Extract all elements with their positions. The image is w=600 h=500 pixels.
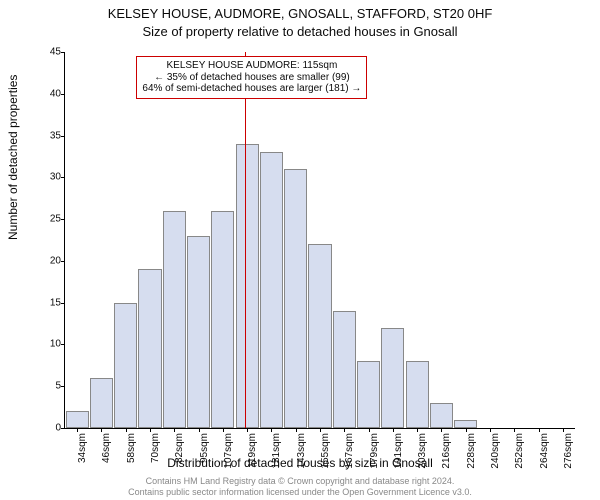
y-tick-label: 0 — [39, 423, 61, 434]
y-tick-mark — [61, 428, 65, 429]
x-tick-mark — [514, 428, 515, 432]
x-tick-mark — [441, 428, 442, 432]
x-tick-mark — [174, 428, 175, 432]
annotation-line: KELSEY HOUSE AUDMORE: 115sqm — [142, 60, 361, 72]
property-marker-line — [245, 52, 246, 428]
y-tick-label: 20 — [39, 255, 61, 266]
y-tick-mark — [61, 52, 65, 53]
y-tick-mark — [61, 344, 65, 345]
x-tick-mark — [490, 428, 491, 432]
y-tick-label: 45 — [39, 47, 61, 58]
chart-title-sub: Size of property relative to detached ho… — [0, 24, 600, 39]
histogram-bar — [211, 211, 234, 428]
y-tick-mark — [61, 219, 65, 220]
y-tick-label: 5 — [39, 381, 61, 392]
histogram-bar — [260, 152, 283, 428]
histogram-bar — [357, 361, 380, 428]
x-tick-mark — [223, 428, 224, 432]
x-tick-mark — [417, 428, 418, 432]
histogram-bar — [114, 303, 137, 428]
histogram-bar — [187, 236, 210, 428]
y-tick-mark — [61, 136, 65, 137]
x-tick-mark — [271, 428, 272, 432]
histogram-bar — [308, 244, 331, 428]
property-annotation: KELSEY HOUSE AUDMORE: 115sqm← 35% of det… — [136, 56, 367, 99]
y-tick-mark — [61, 177, 65, 178]
histogram-bar — [236, 144, 259, 428]
histogram-bar — [66, 411, 89, 428]
y-tick-label: 10 — [39, 339, 61, 350]
y-tick-label: 40 — [39, 88, 61, 99]
chart-area: 05101520253035404534sqm46sqm58sqm70sqm82… — [64, 52, 574, 428]
y-tick-label: 25 — [39, 214, 61, 225]
histogram-bar — [90, 378, 113, 428]
footer-line-2: Contains public sector information licen… — [0, 487, 600, 498]
x-tick-mark — [296, 428, 297, 432]
x-tick-mark — [369, 428, 370, 432]
histogram-bar — [454, 420, 477, 428]
y-tick-mark — [61, 386, 65, 387]
annotation-line: ← 35% of detached houses are smaller (99… — [142, 72, 361, 84]
plot-area: 05101520253035404534sqm46sqm58sqm70sqm82… — [64, 52, 575, 429]
y-tick-label: 30 — [39, 172, 61, 183]
histogram-bar — [406, 361, 429, 428]
x-tick-mark — [247, 428, 248, 432]
histogram-bar — [284, 169, 307, 428]
histogram-bar — [430, 403, 453, 428]
y-tick-label: 15 — [39, 297, 61, 308]
footer-line-1: Contains HM Land Registry data © Crown c… — [0, 476, 600, 487]
x-tick-mark — [539, 428, 540, 432]
histogram-bar — [163, 211, 186, 428]
x-tick-mark — [126, 428, 127, 432]
x-tick-mark — [150, 428, 151, 432]
x-tick-mark — [320, 428, 321, 432]
y-tick-mark — [61, 303, 65, 304]
x-tick-mark — [199, 428, 200, 432]
chart-title-main: KELSEY HOUSE, AUDMORE, GNOSALL, STAFFORD… — [0, 6, 600, 21]
x-tick-mark — [563, 428, 564, 432]
histogram-bar — [381, 328, 404, 428]
x-tick-mark — [101, 428, 102, 432]
x-tick-mark — [466, 428, 467, 432]
histogram-bar — [138, 269, 161, 428]
y-tick-mark — [61, 261, 65, 262]
x-axis-label: Distribution of detached houses by size … — [0, 456, 600, 470]
annotation-line: 64% of semi-detached houses are larger (… — [142, 83, 361, 95]
footer-attribution: Contains HM Land Registry data © Crown c… — [0, 476, 600, 498]
x-tick-mark — [344, 428, 345, 432]
histogram-bar — [333, 311, 356, 428]
x-tick-mark — [393, 428, 394, 432]
y-axis-label: Number of detached properties — [6, 75, 20, 240]
y-tick-mark — [61, 94, 65, 95]
x-tick-mark — [77, 428, 78, 432]
y-tick-label: 35 — [39, 130, 61, 141]
